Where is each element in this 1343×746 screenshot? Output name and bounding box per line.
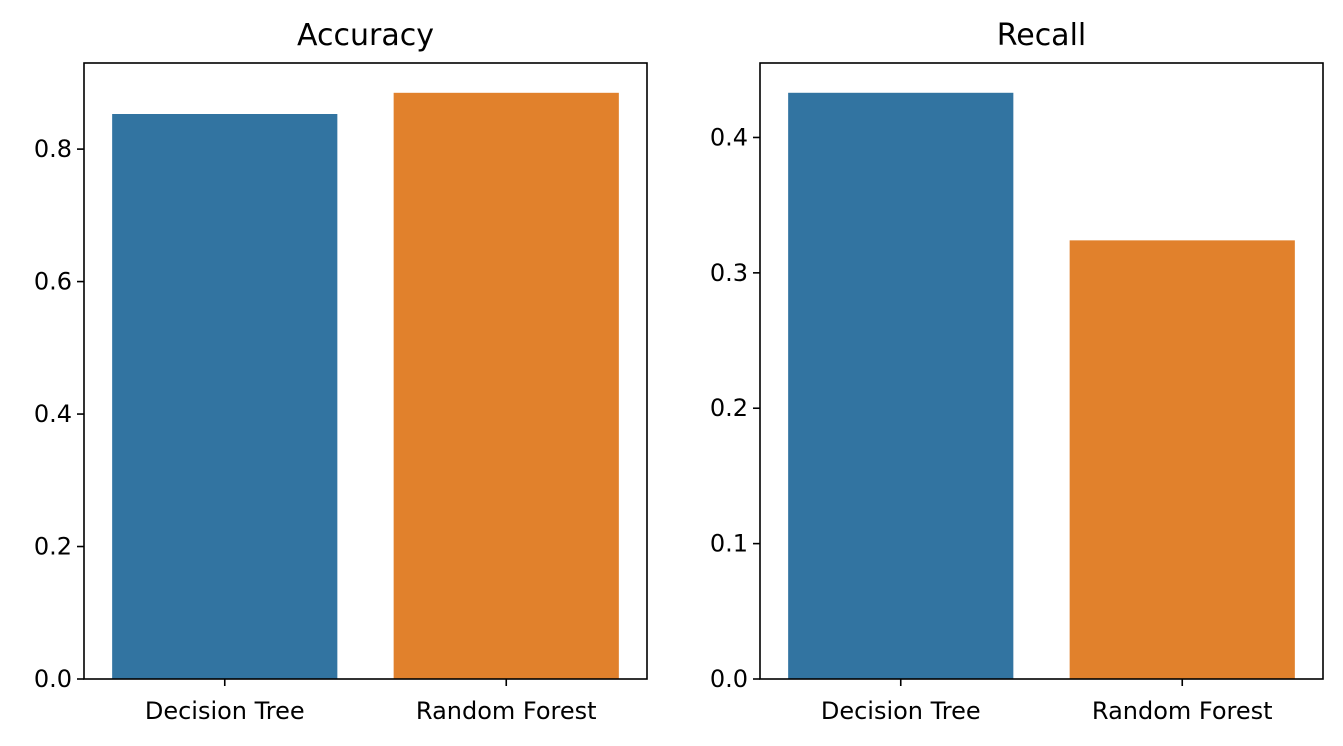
- accuracy-y-tick-label: 0.0: [34, 665, 72, 693]
- recall-y-tick-label: 0.3: [710, 259, 748, 287]
- accuracy-y-tick-label: 0.2: [34, 533, 72, 561]
- recall-x-tick-label: Random Forest: [1092, 697, 1273, 725]
- recall-x-tick-label: Decision Tree: [821, 697, 981, 725]
- accuracy-chart: Decision Tree Random Forest 0.0 0.2 0.4 0.6 0.…: [34, 18, 648, 725]
- recall-y-tick-label: 0.4: [710, 123, 748, 151]
- accuracy-y-tick-label: 0.8: [34, 135, 72, 163]
- accuracy-bar-random-forest: [393, 92, 619, 679]
- accuracy-chart-title: Accuracy: [297, 18, 434, 53]
- recall-axes-frame: [759, 62, 1324, 680]
- accuracy-axes-frame: [83, 62, 648, 680]
- accuracy-y-tick-label: 0.4: [34, 400, 72, 428]
- accuracy-x-tick-label: Decision Tree: [145, 697, 305, 725]
- recall-y-tick-label: 0.0: [710, 665, 748, 693]
- accuracy-x-tick-label: Random Forest: [416, 697, 597, 725]
- recall-chart-title: Recall: [997, 18, 1087, 53]
- recall-bar-decision-tree: [788, 92, 1014, 680]
- accuracy-bar-decision-tree: [112, 114, 338, 680]
- recall-bar-random-forest: [1069, 240, 1295, 679]
- recall-chart: Decision Tree Random Forest 0.0 0.1 0.2 0.3 0.…: [710, 18, 1324, 725]
- accuracy-y-tick-label: 0.6: [34, 268, 72, 296]
- recall-y-tick-label: 0.1: [710, 530, 748, 558]
- recall-y-tick-label: 0.2: [710, 394, 748, 422]
